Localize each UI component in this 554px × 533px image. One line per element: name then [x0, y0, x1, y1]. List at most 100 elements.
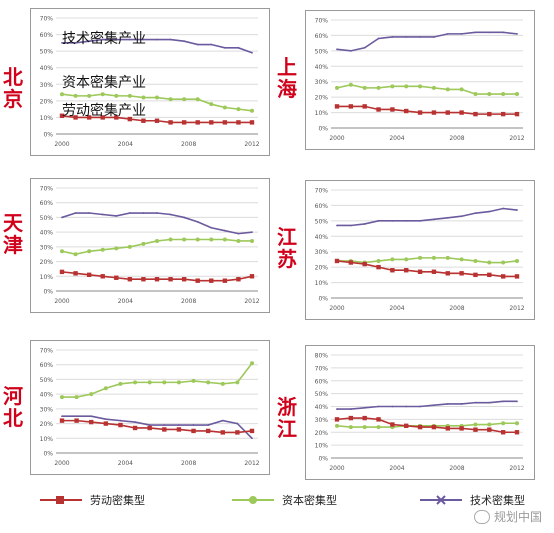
data-point-labor: [132, 425, 138, 431]
region-label-zhejiang: 浙江: [277, 395, 297, 441]
y-tick-label: 0%: [318, 456, 328, 463]
data-point-tech: [223, 229, 226, 232]
y-tick-label: 0%: [43, 289, 53, 296]
x-tick-label: 2012: [244, 141, 259, 148]
data-point-capital: [162, 380, 167, 385]
y-tick-label: 70%: [40, 348, 54, 355]
data-point-tech: [446, 32, 449, 35]
data-point-labor: [205, 428, 211, 434]
x-tick-label: 2000: [329, 135, 344, 142]
data-point-capital: [87, 93, 92, 98]
series-line-labor: [337, 105, 517, 115]
x-tick-label: 2012: [509, 135, 524, 142]
data-point-labor: [459, 271, 464, 276]
data-point-tech: [405, 36, 408, 38]
data-point-tech: [516, 209, 518, 211]
data-point-capital: [404, 84, 409, 89]
y-tick-label: 40%: [315, 404, 329, 411]
data-point-labor: [249, 120, 255, 125]
chart-frame: [305, 345, 535, 480]
data-point-labor: [404, 423, 409, 429]
series-line-labor: [336, 417, 517, 434]
data-point-tech: [433, 218, 435, 221]
data-point-tech: [336, 408, 338, 410]
data-point-tech: [210, 226, 213, 229]
chart-frame: [30, 178, 270, 313]
data-point-tech: [405, 219, 408, 222]
y-tick-label: 0%: [318, 296, 328, 303]
data-point-labor: [431, 424, 437, 430]
data-point-labor: [334, 258, 340, 264]
y-tick-label: 60%: [40, 200, 54, 207]
data-point-tech: [61, 41, 63, 44]
x-tick-label: 2004: [118, 460, 133, 467]
y-tick-label: 0%: [43, 451, 53, 458]
data-point-capital: [236, 107, 241, 112]
data-point-capital: [87, 249, 92, 254]
data-point-labor: [334, 417, 340, 422]
region-label-hebei: 河北: [3, 384, 23, 430]
data-point-tech: [115, 215, 118, 217]
x-tick-label: 2008: [181, 460, 196, 467]
data-point-labor: [417, 424, 423, 430]
data-point-capital: [335, 85, 339, 90]
data-point-labor: [86, 115, 92, 120]
data-point-labor: [390, 268, 395, 273]
data-point-labor: [445, 426, 450, 431]
data-point-labor: [487, 111, 492, 117]
data-point-labor: [209, 278, 214, 283]
data-point-capital: [348, 425, 353, 430]
data-point-labor: [176, 427, 182, 432]
y-tick-label: 30%: [315, 79, 329, 86]
data-point-tech: [237, 46, 240, 49]
data-point-labor: [445, 110, 450, 115]
data-point-capital: [209, 237, 214, 242]
data-point-capital: [114, 93, 119, 98]
data-point-labor: [181, 120, 187, 125]
data-point-capital: [182, 237, 187, 242]
data-point-capital: [100, 92, 105, 97]
data-point-labor: [141, 118, 146, 123]
data-point-capital: [376, 425, 381, 430]
data-point-capital: [191, 378, 196, 383]
x-tick-label: 2012: [244, 298, 259, 305]
series-line-tech: [337, 400, 517, 410]
y-tick-label: 20%: [315, 265, 329, 272]
data-point-capital: [376, 258, 381, 263]
data-point-labor: [114, 275, 119, 280]
data-point-tech: [349, 408, 352, 410]
data-point-capital: [60, 395, 64, 400]
data-point-labor: [417, 269, 423, 274]
y-tick-label: 50%: [315, 391, 329, 398]
y-tick-label: 40%: [315, 64, 329, 71]
data-point-labor: [390, 107, 395, 112]
data-point-tech: [210, 43, 213, 46]
data-point-labor: [473, 427, 478, 432]
x-tick-label: 2000: [54, 298, 69, 305]
data-point-labor: [168, 277, 173, 282]
data-point-labor: [209, 120, 214, 125]
y-tick-label: 10%: [315, 110, 329, 117]
data-point-labor: [59, 113, 65, 118]
region-label-tianjin: 天津: [3, 211, 23, 257]
series-line-tech: [336, 31, 518, 52]
data-point-labor: [362, 104, 367, 109]
data-point-tech: [336, 48, 338, 51]
data-point-capital: [487, 422, 492, 427]
data-point-tech: [134, 421, 136, 423]
data-point-tech: [391, 405, 394, 408]
data-point-tech: [251, 51, 253, 54]
data-point-labor: [181, 277, 187, 282]
data-point-tech: [474, 212, 477, 215]
legend-label-tech: 技术密集型: [470, 494, 525, 507]
data-point-capital: [362, 85, 367, 90]
data-point-capital: [127, 93, 132, 98]
data-point-tech: [88, 40, 91, 43]
data-point-labor: [459, 426, 464, 431]
data-point-capital: [103, 386, 108, 391]
data-point-tech: [101, 38, 104, 41]
data-point-labor: [220, 430, 225, 435]
x-tick-label: 2000: [329, 305, 344, 312]
legend-item-labor: 劳动密集型: [40, 488, 145, 512]
y-tick-label: 60%: [315, 33, 329, 40]
